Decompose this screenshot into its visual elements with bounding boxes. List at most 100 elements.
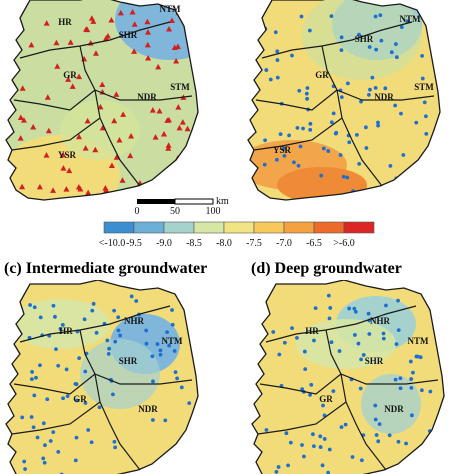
station-dot: [292, 160, 296, 165]
station-triangle: [131, 48, 138, 54]
station-dot: [32, 305, 37, 310]
station-dot: [393, 103, 398, 108]
station-dot: [399, 25, 404, 30]
station-dot: [155, 342, 160, 346]
station-dot: [29, 377, 34, 381]
contour-zone: [10, 299, 110, 349]
station-dot: [54, 347, 58, 351]
station-dot: [73, 458, 78, 463]
station-dot: [337, 349, 342, 353]
station-triangle: [123, 191, 130, 197]
station-dot: [411, 370, 415, 375]
station-dot: [90, 308, 95, 313]
station-dot: [312, 338, 316, 343]
station-dot: [363, 125, 368, 130]
station-dot: [396, 328, 401, 333]
station-triangle: [65, 76, 72, 82]
station-dot: [358, 386, 363, 391]
station-dot: [170, 450, 175, 454]
station-triangle: [69, 83, 76, 89]
station-dot: [415, 455, 420, 460]
station-triangle: [116, 137, 123, 143]
station-dot: [353, 309, 358, 314]
station-dot: [327, 316, 332, 321]
station-triangle: [145, 55, 152, 61]
station-dot: [268, 77, 273, 82]
legend-swatch: [223, 221, 255, 234]
station-dot: [51, 430, 56, 435]
station-triangle: [119, 177, 126, 183]
station-dot: [273, 30, 278, 35]
station-dot: [29, 415, 34, 419]
station-dot: [286, 463, 290, 468]
region-label-shr: SHR: [119, 356, 138, 366]
station-dot: [302, 349, 307, 354]
station-dot: [404, 441, 408, 446]
station-dot: [173, 370, 178, 375]
station-dot: [275, 58, 280, 62]
scale-tick-100: 100: [206, 206, 221, 217]
station-triangle: [120, 111, 127, 117]
station-dot: [264, 68, 269, 72]
station-triangle: [19, 183, 26, 190]
legend-label: -6.5: [306, 238, 322, 249]
station-triangle: [103, 35, 110, 41]
station-dot: [394, 55, 399, 60]
station-dot: [20, 415, 25, 420]
station-triangle: [144, 29, 151, 35]
station-dot: [354, 132, 359, 137]
station-dot: [420, 76, 425, 81]
station-dot: [82, 317, 87, 322]
station-triangle: [113, 91, 120, 97]
station-dot: [428, 389, 433, 394]
region-label-gr: GR: [319, 394, 333, 404]
station-triangle: [144, 18, 151, 25]
station-triangle: [76, 133, 83, 140]
station-dot: [366, 311, 371, 316]
basin-boundary: [79, 45, 193, 101]
station-dot: [329, 340, 334, 345]
station-dot: [296, 163, 301, 168]
region-label-ntm: NTM: [400, 14, 422, 24]
station-dot: [376, 123, 381, 128]
station-triangle: [165, 116, 172, 123]
station-dot: [112, 439, 117, 444]
station-dot: [408, 359, 413, 364]
station-dot: [32, 393, 37, 398]
station-dot: [389, 50, 394, 55]
region-label-hr: HR: [58, 17, 72, 27]
station-dot: [91, 301, 96, 306]
station-dot: [118, 333, 123, 338]
color-legend: <-10.0 -9.5 -9.0 -8.5 -8.0 -7.5 -7.0 -6.5 >-6.0: [99, 221, 375, 249]
scale-unit: km: [216, 196, 229, 207]
station-triangle: [184, 125, 191, 132]
station-dot: [420, 53, 425, 58]
station-dot: [45, 397, 50, 402]
station-dot: [307, 28, 312, 33]
region-label-ntm: NTM: [160, 4, 182, 14]
station-dot: [274, 157, 279, 162]
station-dot: [53, 314, 57, 319]
station-dot: [396, 439, 401, 444]
station-dot: [56, 363, 61, 368]
station-triangle: [67, 39, 74, 45]
station-dot: [318, 445, 323, 449]
station-triangle: [173, 57, 180, 64]
station-dot: [170, 308, 174, 312]
station-dot: [308, 121, 313, 126]
panel-d-title: (d) Deep groundwater: [251, 260, 402, 277]
region-label-hr: HR: [59, 326, 73, 336]
station-triangle: [92, 146, 99, 153]
legend-label: -8.5: [186, 238, 202, 249]
legend-swatch: [163, 221, 195, 234]
station-triangle: [83, 26, 90, 32]
legend-label: >-6.0: [333, 238, 354, 249]
station-dot: [276, 465, 281, 469]
station-dot: [364, 146, 369, 150]
station-triangle: [84, 117, 91, 124]
station-dot: [42, 460, 47, 465]
station-triangle: [85, 189, 92, 196]
station-dot: [352, 306, 357, 311]
station-dot: [320, 463, 325, 468]
contour-zone: [302, 0, 422, 80]
